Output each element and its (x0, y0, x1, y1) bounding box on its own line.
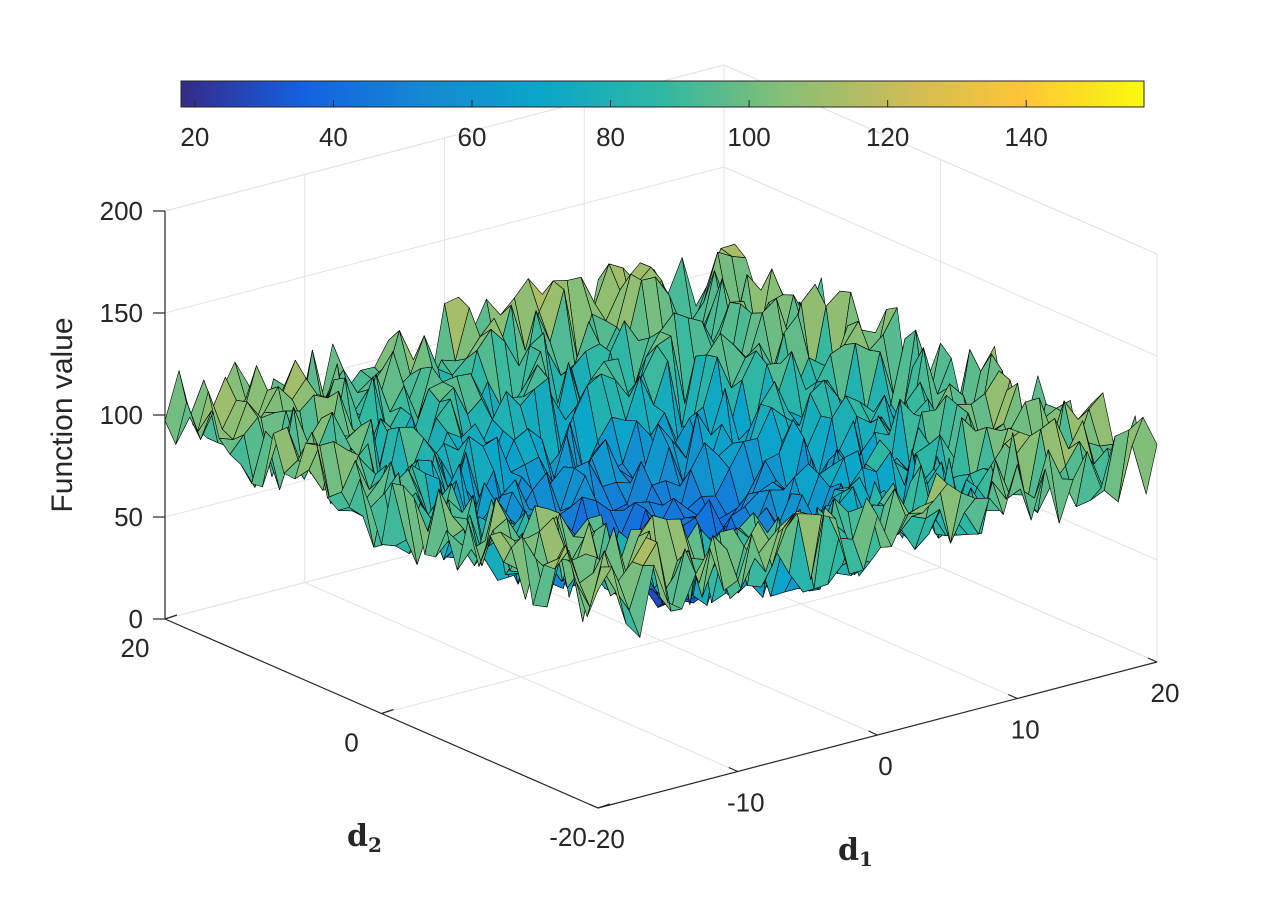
colorbar-tick-label: 100 (727, 122, 770, 152)
colorbar: 20 40 60 80 100 120 140 (180, 80, 1145, 152)
axis-line (588, 803, 599, 809)
y-tick-label: 20 (121, 633, 150, 663)
axis-line (1008, 693, 1018, 700)
surface-cell (586, 566, 613, 618)
axis-line (597, 803, 611, 809)
y-axis-label: d2 (347, 819, 382, 857)
surface-plot (164, 243, 1158, 638)
colorbar-tick-label: 40 (319, 122, 348, 152)
z-tick-label: 0 (129, 604, 143, 634)
y-tick-label: 0 (344, 728, 358, 758)
x-tick-label: 10 (1011, 715, 1040, 745)
colorbar-tick-label: 120 (866, 122, 909, 152)
x-tick-label: 0 (878, 751, 892, 781)
colorbar-tick-label: 20 (180, 122, 209, 152)
z-tick-label: 150 (100, 298, 143, 328)
grid-line (381, 567, 941, 714)
axis-line (728, 766, 738, 773)
colorbar-tick-label: 60 (458, 122, 487, 152)
axis-line (164, 614, 178, 620)
colorbar-tick-label: 80 (596, 122, 625, 152)
axis-line (381, 708, 394, 715)
y-axis-label-sub: 2 (368, 833, 382, 857)
colorbar-gradient (180, 80, 1145, 108)
z-axis-label: Function value (46, 317, 79, 512)
y-axis-label-main: d (347, 819, 368, 854)
x-axis-label-sub: 1 (859, 847, 873, 871)
x-axis-label: d1 (838, 833, 873, 871)
colorbar-tick-label: 140 (1005, 122, 1048, 152)
z-tick-label: 200 (100, 196, 143, 226)
x-axis-label-main: d (838, 833, 859, 868)
axis-line (868, 730, 878, 736)
z-tick-label: 50 (114, 502, 143, 532)
x-tick-label: -20 (587, 824, 625, 854)
axis-line (1147, 657, 1158, 663)
x-tick-label: 20 (1151, 678, 1180, 708)
y-tick-label: -20 (549, 822, 587, 852)
axis-labels: Function value d1 d2 (46, 317, 873, 871)
x-tick-label: -10 (727, 788, 765, 818)
z-tick-label: 100 (100, 400, 143, 430)
